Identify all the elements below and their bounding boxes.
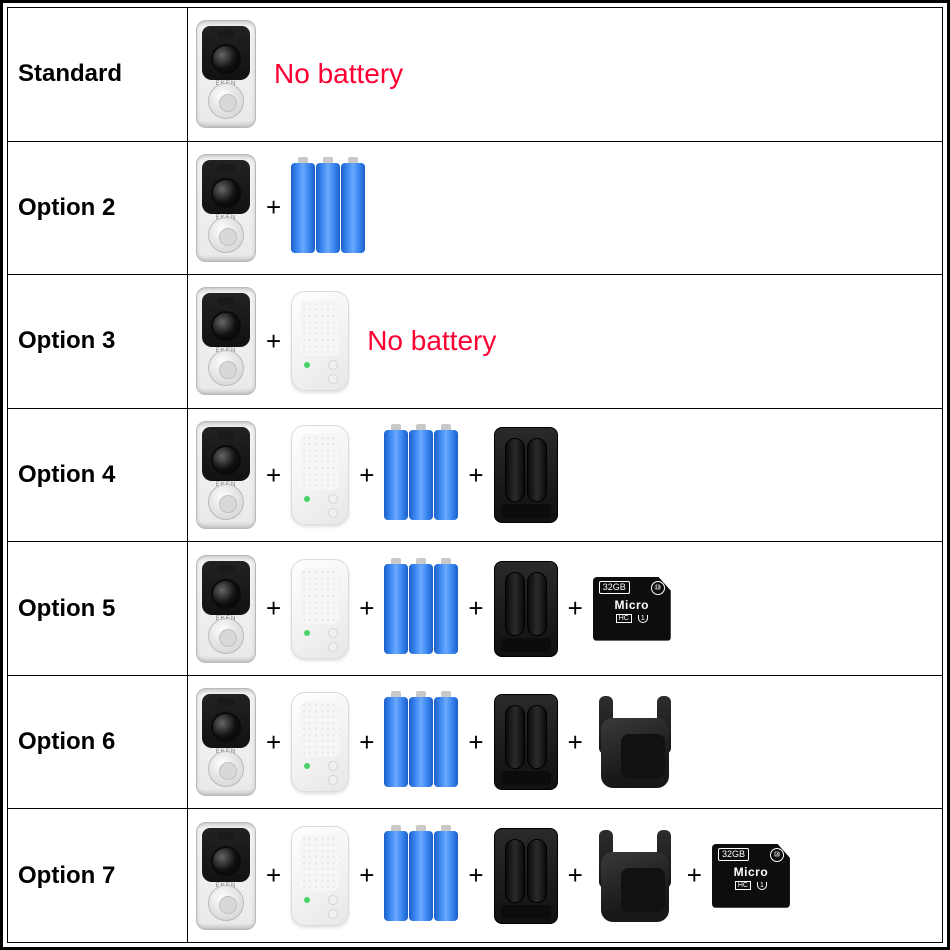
batteries-icon (291, 163, 365, 253)
doorbell-icon: EKEN (196, 154, 256, 262)
doorbell-icon: EKEN (196, 555, 256, 663)
table-row: Standard EKEN No battery (8, 8, 942, 142)
chime-icon (291, 826, 349, 926)
plus-separator: + (687, 860, 702, 891)
plus-separator: + (266, 460, 281, 491)
table-row: Option 7 EKEN + + + + + 32GB ⑩ Micro HC1 (8, 809, 942, 942)
charger-icon (494, 694, 558, 790)
batteries-icon (384, 564, 458, 654)
option-contents: EKEN No battery (188, 8, 942, 141)
sdcard-icon: 32GB ⑩ Micro HC1 (593, 577, 671, 641)
chime-icon (291, 425, 349, 525)
option-label: Option 2 (8, 142, 188, 275)
plus-separator: + (266, 860, 281, 891)
option-label: Option 5 (8, 542, 188, 675)
option-contents: EKEN + + + + 32GB ⑩ Micro HC1 (188, 542, 942, 675)
plus-separator: + (568, 593, 583, 624)
plus-separator: + (266, 192, 281, 223)
plus-separator: + (359, 460, 374, 491)
batteries-icon (384, 831, 458, 921)
charger-icon (494, 561, 558, 657)
plus-separator: + (359, 860, 374, 891)
chime-icon (291, 559, 349, 659)
option-contents: EKEN + + + + + 32GB ⑩ Micro HC1 (188, 809, 942, 942)
option-label: Option 7 (8, 809, 188, 942)
plus-separator: + (266, 593, 281, 624)
charger-icon (494, 427, 558, 523)
doorbell-icon: EKEN (196, 688, 256, 796)
option-label: Standard (8, 8, 188, 141)
plus-separator: + (568, 727, 583, 758)
wifi-extender-icon (593, 830, 677, 922)
chime-icon (291, 291, 349, 391)
table-row: Option 4 EKEN + + + (8, 409, 942, 543)
plus-separator: + (568, 860, 583, 891)
comparison-table: Standard EKEN No batteryOption 2 EKEN +O… (0, 0, 950, 950)
no-battery-note: No battery (367, 325, 496, 357)
option-contents: EKEN + + + (188, 409, 942, 542)
plus-separator: + (266, 727, 281, 758)
table-row: Option 3 EKEN + No battery (8, 275, 942, 409)
plus-separator: + (359, 727, 374, 758)
batteries-icon (384, 697, 458, 787)
doorbell-icon: EKEN (196, 421, 256, 529)
plus-separator: + (468, 860, 483, 891)
plus-separator: + (468, 460, 483, 491)
no-battery-note: No battery (274, 58, 403, 90)
batteries-icon (384, 430, 458, 520)
doorbell-icon: EKEN (196, 20, 256, 128)
option-label: Option 4 (8, 409, 188, 542)
plus-separator: + (359, 593, 374, 624)
option-contents: EKEN + No battery (188, 275, 942, 408)
option-label: Option 6 (8, 676, 188, 809)
doorbell-icon: EKEN (196, 822, 256, 930)
table-row: Option 2 EKEN + (8, 142, 942, 276)
table-row: Option 6 EKEN + + + + (8, 676, 942, 810)
option-contents: EKEN + (188, 142, 942, 275)
plus-separator: + (468, 593, 483, 624)
wifi-extender-icon (593, 696, 677, 788)
sdcard-icon: 32GB ⑩ Micro HC1 (712, 844, 790, 908)
plus-separator: + (468, 727, 483, 758)
plus-separator: + (266, 326, 281, 357)
option-contents: EKEN + + + + (188, 676, 942, 809)
chime-icon (291, 692, 349, 792)
doorbell-icon: EKEN (196, 287, 256, 395)
option-label: Option 3 (8, 275, 188, 408)
table-row: Option 5 EKEN + + + + 32GB ⑩ Micro HC1 (8, 542, 942, 676)
table-grid: Standard EKEN No batteryOption 2 EKEN +O… (7, 7, 943, 943)
charger-icon (494, 828, 558, 924)
